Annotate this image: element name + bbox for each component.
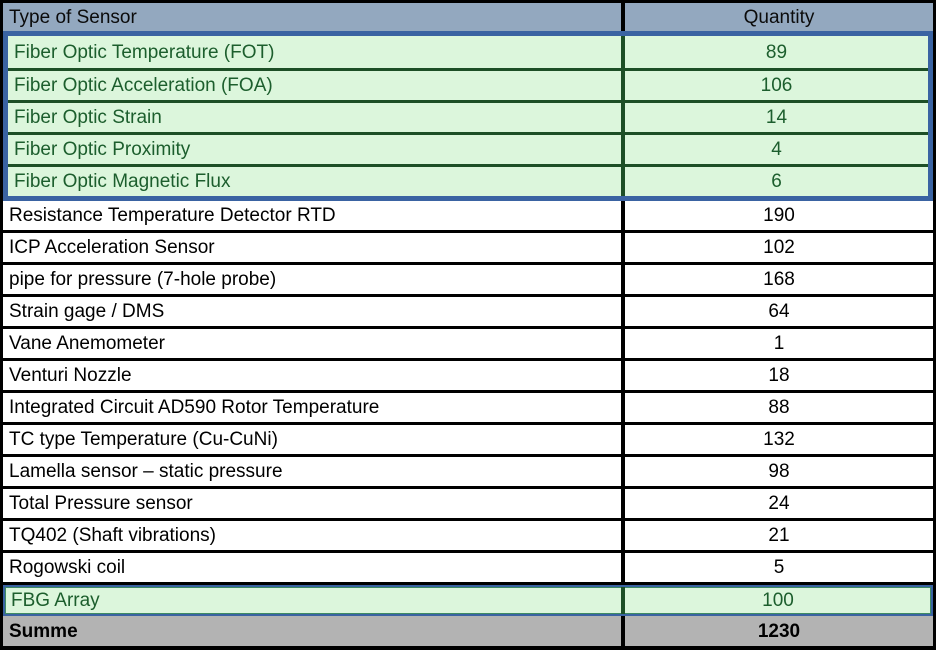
table-row: TQ402 (Shaft vibrations) 21 [3,521,933,553]
table-row: Lamella sensor – static pressure 98 [3,457,933,489]
table-footer-row: Summe 1230 [3,616,933,646]
sensor-type-cell: TQ402 (Shaft vibrations) [9,525,216,546]
sensor-type-cell: Fiber Optic Acceleration (FOA) [14,75,273,96]
quantity-cell: 106 [621,71,928,100]
quantity-cell: 5 [621,553,933,582]
table-header-row: Type of Sensor Quantity [3,3,933,31]
sensor-type-cell: pipe for pressure (7-hole probe) [9,269,277,290]
table-row-fbg-array: FBG Array 100 [3,585,933,616]
sensor-type-cell: Lamella sensor – static pressure [9,461,283,482]
sensor-type-cell: Resistance Temperature Detector RTD [9,205,336,226]
quantity-cell: 18 [621,361,933,390]
fiber-optic-highlight-group: Fiber Optic Temperature (FOT) 89 Fiber O… [3,31,933,201]
table-row: TC type Temperature (Cu-CuNi) 132 [3,425,933,457]
sensor-type-cell: TC type Temperature (Cu-CuNi) [9,429,278,450]
quantity-cell: 102 [621,233,933,262]
sum-label: Summe [9,620,78,642]
quantity-cell: 88 [621,393,933,422]
sensor-type-cell: Fiber Optic Temperature (FOT) [14,41,275,63]
table-row: Fiber Optic Magnetic Flux 6 [8,164,928,196]
table-row: pipe for pressure (7-hole probe) 168 [3,265,933,297]
sensor-type-cell: Fiber Optic Strain [14,107,162,128]
table-row: Rogowski coil 5 [3,553,933,585]
quantity-cell: 24 [621,489,933,518]
quantity-cell: 98 [621,457,933,486]
sensor-type-cell: Integrated Circuit AD590 Rotor Temperatu… [9,397,380,418]
sensor-type-cell: Fiber Optic Proximity [14,139,191,160]
sensor-type-cell: ICP Acceleration Sensor [9,237,215,258]
table-row: Integrated Circuit AD590 Rotor Temperatu… [3,393,933,425]
quantity-cell: 21 [621,521,933,550]
quantity-cell: 4 [621,135,928,164]
sensor-type-cell: FBG Array [11,590,100,611]
table-row: Fiber Optic Strain 14 [8,100,928,132]
sum-total: 1230 [621,616,933,646]
quantity-cell: 1 [621,329,933,358]
quantity-cell: 190 [621,201,933,230]
quantity-cell: 132 [621,425,933,454]
sensor-type-cell: Fiber Optic Magnetic Flux [14,171,231,192]
quantity-cell: 168 [621,265,933,294]
sensor-type-cell: Total Pressure sensor [9,493,193,514]
quantity-cell: 100 [621,587,931,614]
table-row: Fiber Optic Acceleration (FOA) 106 [8,68,928,100]
column-header-quantity: Quantity [621,3,933,31]
table-row: Total Pressure sensor 24 [3,489,933,521]
sensor-type-cell: Rogowski coil [9,557,126,578]
sensor-type-cell: Strain gage / DMS [9,301,165,322]
sensor-type-cell: Vane Anemometer [9,333,165,354]
column-header-type-of-sensor: Type of Sensor [9,6,137,28]
table-row: Fiber Optic Temperature (FOT) 89 [8,36,928,68]
table-row: Fiber Optic Proximity 4 [8,132,928,164]
table-row: Strain gage / DMS 64 [3,297,933,329]
quantity-cell: 6 [621,167,928,196]
quantity-cell: 89 [621,36,928,68]
quantity-cell: 14 [621,103,928,132]
sensor-type-cell: Venturi Nozzle [9,365,132,386]
table-row: Venturi Nozzle 18 [3,361,933,393]
table-row: Vane Anemometer 1 [3,329,933,361]
quantity-cell: 64 [621,297,933,326]
table-row: Resistance Temperature Detector RTD 190 [3,201,933,233]
table-row: ICP Acceleration Sensor 102 [3,233,933,265]
